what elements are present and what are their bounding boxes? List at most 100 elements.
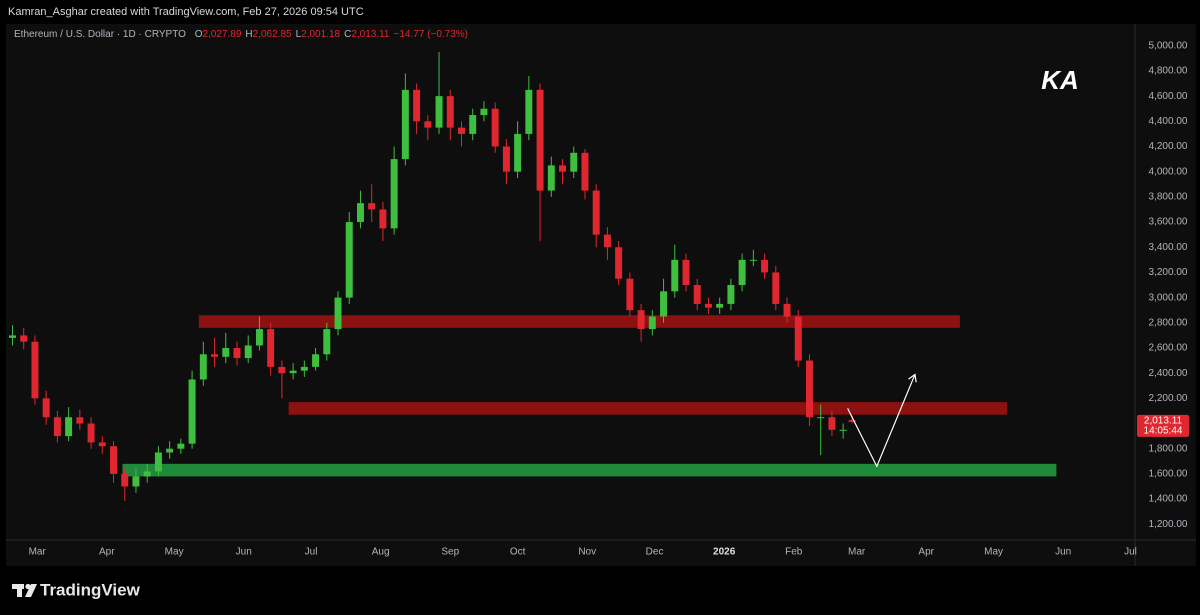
y-tick-label: 4,200.00	[1149, 141, 1188, 152]
candle-body	[199, 354, 207, 380]
legend-change: −14.77 (−0.73%)	[393, 29, 469, 40]
y-tick-label: 4,800.00	[1149, 66, 1188, 77]
x-tick-label: Apr	[99, 547, 115, 558]
candle-body	[143, 471, 151, 477]
header-text: Kamran_Asghar created with TradingView.c…	[8, 6, 364, 18]
candle-body	[20, 335, 28, 342]
legend-value: 2,001.18	[301, 29, 341, 40]
candle-body	[76, 417, 84, 424]
candle-body	[805, 360, 813, 418]
y-tick-label: 2,200.00	[1149, 393, 1188, 404]
candle-body	[401, 89, 409, 160]
candle-body	[738, 259, 746, 286]
y-tick-label: 2,600.00	[1149, 343, 1188, 354]
x-tick-label: Jul	[305, 547, 318, 558]
x-tick-label: May	[165, 547, 184, 558]
x-tick-label: Sep	[441, 547, 459, 558]
y-tick-label: 4,400.00	[1149, 116, 1188, 127]
legend-key: H	[245, 29, 253, 40]
legend-value: 2,027.89	[202, 29, 242, 40]
candle-body	[300, 366, 308, 371]
candle-body	[592, 190, 600, 235]
x-tick-label: Apr	[918, 547, 934, 558]
candle-body	[783, 303, 791, 317]
candle-body	[839, 429, 847, 431]
candle-body	[559, 165, 566, 172]
y-tick-label: 3,200.00	[1149, 267, 1188, 278]
y-tick-label: 4,000.00	[1149, 166, 1188, 177]
candle-body	[660, 291, 668, 317]
legend: Ethereum / U.S. Dollar · 1D · CRYPTO O2,…	[14, 29, 472, 40]
candle-body	[648, 316, 656, 330]
x-tick-label: May	[984, 547, 1003, 558]
candle-body	[446, 96, 454, 128]
candle-body	[772, 272, 780, 304]
candle-body	[817, 417, 825, 419]
candle-body	[222, 347, 230, 357]
candle-body	[188, 379, 196, 444]
x-tick-label: Feb	[785, 547, 803, 558]
candle-body	[693, 285, 701, 304]
y-tick-label: 2,400.00	[1149, 368, 1188, 379]
candle-body	[525, 89, 533, 134]
candle-body	[570, 152, 578, 172]
x-tick-label: Jul	[1124, 547, 1137, 558]
candle-body	[828, 417, 836, 430]
candle-body	[110, 446, 117, 474]
candle-body	[424, 121, 432, 128]
candle-body	[244, 345, 252, 359]
candle-body	[514, 133, 522, 172]
candle-body	[480, 108, 488, 116]
candle-body	[121, 473, 129, 487]
candle-body	[233, 347, 241, 359]
x-tick-label: 2026	[713, 547, 736, 558]
last-price-badge	[1137, 414, 1189, 437]
x-tick-label: Nov	[578, 547, 596, 558]
y-tick-label: 1,400.00	[1149, 494, 1188, 505]
y-tick-label: 3,600.00	[1149, 217, 1188, 228]
legend-key: O	[194, 29, 203, 40]
candle-body	[502, 146, 510, 172]
candle-body	[345, 222, 353, 298]
brand: TradingView	[40, 580, 141, 599]
logo-part	[25, 584, 37, 597]
candle-body	[9, 335, 16, 338]
candle-body	[211, 354, 219, 357]
candle-body	[267, 329, 275, 367]
y-tick-label: 3,000.00	[1149, 292, 1188, 303]
legend-key: L	[295, 29, 302, 40]
x-tick-label: Dec	[646, 547, 664, 558]
candle-body	[469, 115, 477, 134]
candle-body	[761, 259, 769, 273]
legend-value: 2,062.85	[252, 29, 292, 40]
zone	[198, 315, 960, 328]
y-tick-label: 1,200.00	[1149, 519, 1188, 530]
candle-body	[98, 442, 106, 447]
candle-body	[603, 234, 611, 248]
candle-body	[132, 476, 140, 487]
candle-body	[637, 310, 645, 330]
projection-path	[847, 374, 916, 468]
candle-body	[671, 259, 679, 292]
x-tick-label: Aug	[372, 547, 390, 558]
countdown: 14:05:44	[1144, 426, 1183, 437]
candle-body	[166, 448, 174, 453]
y-tick-label: 3,800.00	[1149, 192, 1188, 203]
logo-part	[17, 584, 22, 597]
x-tick-label: Jun	[236, 547, 252, 558]
candle-body	[794, 316, 802, 361]
candle-body	[390, 159, 398, 229]
watermark-logo: KA	[1041, 65, 1079, 95]
candle-body	[458, 127, 465, 134]
y-tick-label: 2,800.00	[1149, 317, 1188, 328]
symbol: Ethereum / U.S. Dollar · 1D · CRYPTO	[14, 29, 186, 40]
candle-body	[682, 259, 690, 286]
candle-body	[848, 420, 856, 422]
candle-body	[154, 452, 162, 472]
y-tick-label: 5,000.00	[1149, 40, 1188, 51]
x-tick-label: Mar	[848, 547, 866, 558]
candle-body	[368, 203, 376, 210]
candle-body	[749, 259, 757, 261]
candle-body	[289, 370, 297, 374]
